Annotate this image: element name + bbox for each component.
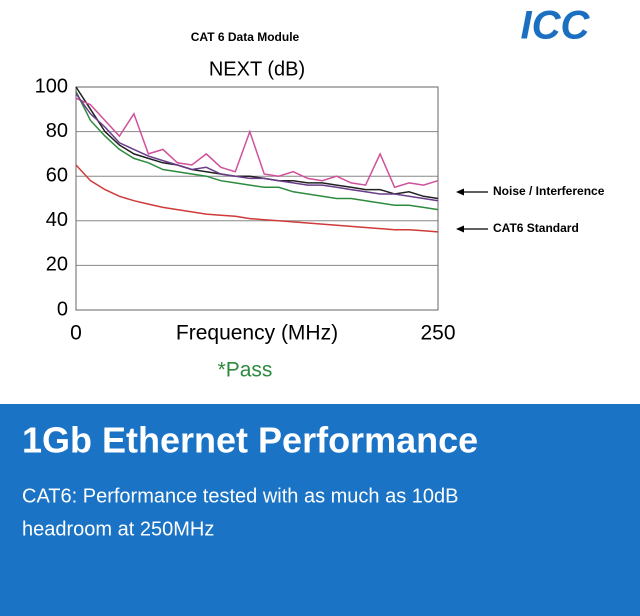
logo: ICC xyxy=(521,4,591,48)
annotation: *Pass xyxy=(218,359,273,382)
y-tick-label: 60 xyxy=(46,164,68,186)
x-tick-label: 250 xyxy=(420,322,455,345)
arrow-head xyxy=(456,188,464,196)
series-line xyxy=(75,86,439,200)
banner-body: headroom at 250MHz xyxy=(22,518,214,540)
y-tick-label: 0 xyxy=(57,298,68,320)
banner-title: 1Gb Ethernet Performance xyxy=(22,420,478,461)
banner xyxy=(0,404,640,616)
series-line xyxy=(75,93,439,202)
y-tick-label: 40 xyxy=(46,209,68,231)
y-tick-label: 20 xyxy=(46,254,68,276)
series-line xyxy=(75,91,439,211)
banner-body: CAT6: Performance tested with as much as… xyxy=(22,485,459,507)
legend-label: Noise / Interference xyxy=(493,184,605,198)
arrow-head xyxy=(456,225,464,233)
y-tick-label: 100 xyxy=(35,75,68,97)
legend-label: CAT6 Standard xyxy=(493,221,579,235)
series-line xyxy=(75,97,439,189)
x-axis-label: Frequency (MHz) xyxy=(176,322,338,345)
chart-title: NEXT (dB) xyxy=(209,58,305,80)
x-tick-label: 0 xyxy=(70,322,82,345)
chart-header: CAT 6 Data Module xyxy=(191,30,300,44)
y-tick-label: 80 xyxy=(46,120,68,142)
series-line xyxy=(75,164,439,233)
